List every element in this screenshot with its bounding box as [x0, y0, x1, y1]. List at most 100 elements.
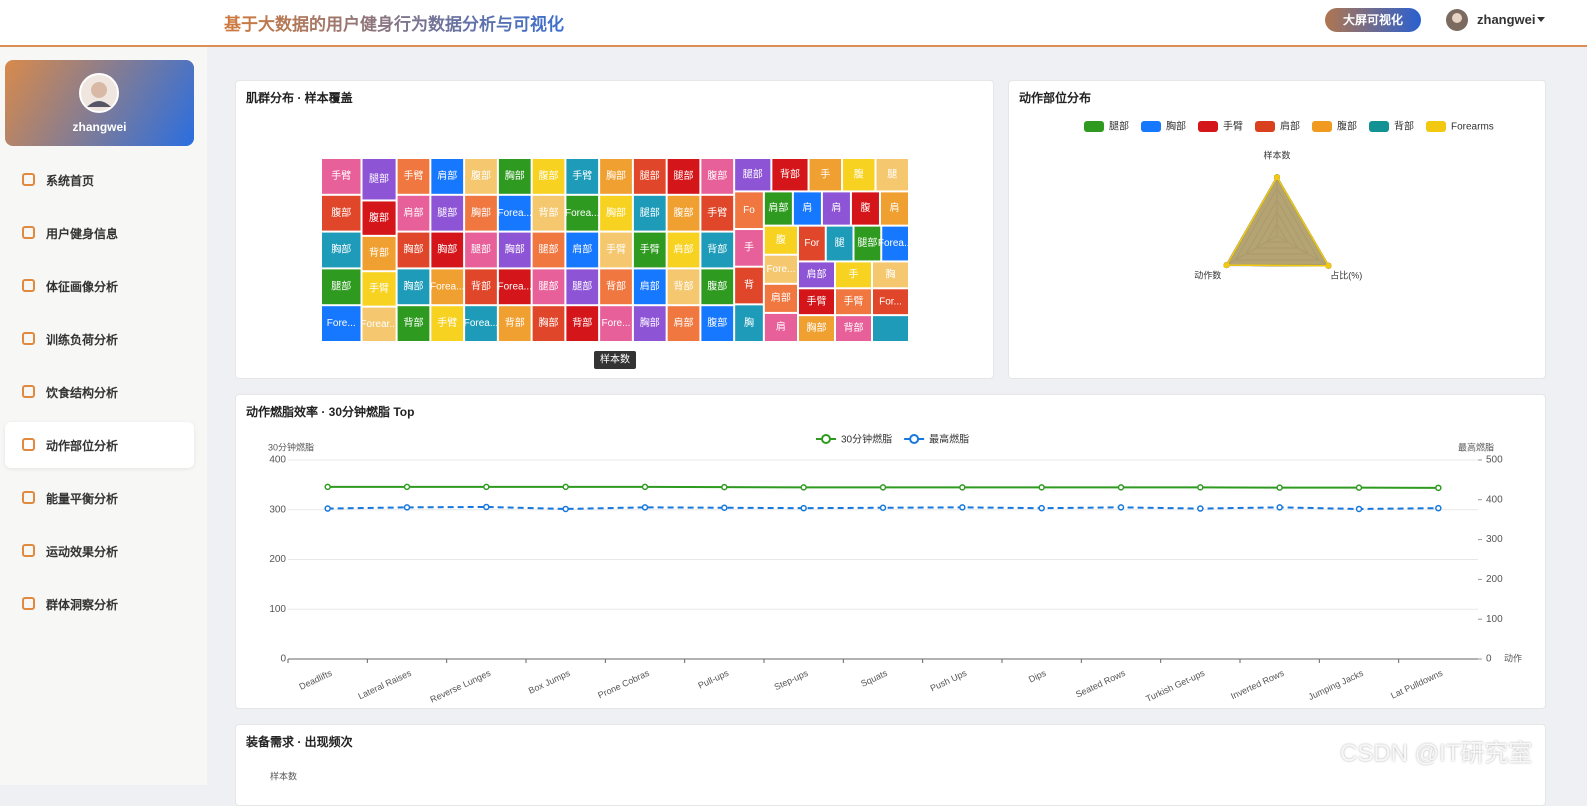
treemap-cell — [566, 159, 599, 194]
cell-label: Forea... — [565, 208, 599, 219]
cell-label: 手臂 — [369, 282, 389, 295]
cell-label: 手臂 — [806, 294, 826, 307]
menu-item[interactable]: 能量平衡分析 — [5, 475, 194, 521]
profile-card: zhangwei — [5, 60, 194, 146]
treemap-cell — [667, 195, 700, 231]
menu-item[interactable]: 用户健身信息 — [5, 210, 194, 256]
treemap-cell — [701, 232, 734, 268]
menu-icon — [22, 332, 35, 345]
y2-tick-label: 300 — [1486, 534, 1503, 545]
point — [1038, 504, 1045, 512]
menu-label: 体征画像分析 — [46, 280, 119, 294]
menu-item[interactable]: 饮食结构分析 — [5, 369, 194, 415]
treemap-cell — [431, 269, 464, 305]
menu-item[interactable]: 运动效果分析 — [5, 528, 194, 574]
menu-item[interactable]: 动作部位分析 — [5, 422, 194, 468]
treemap-cell — [835, 316, 871, 341]
cell-label: Fore... — [602, 318, 631, 329]
radar-grid — [1265, 222, 1289, 243]
x-tick-label: Reverse Lunges — [429, 668, 493, 705]
point — [324, 505, 331, 512]
cell-label: 腿部 — [640, 206, 660, 219]
treemap-cell — [600, 195, 632, 231]
big-screen-button[interactable]: 大屏可视化 — [1325, 8, 1421, 32]
point — [403, 504, 411, 511]
x-axis-name: 动作 — [1504, 652, 1522, 663]
treemap-cell — [872, 262, 908, 288]
cell-label: 腿部 — [743, 167, 763, 180]
point — [1197, 484, 1204, 491]
watermark: CSDN @IT研究室 — [1340, 740, 1533, 767]
menu-item[interactable]: 群体洞察分析 — [5, 581, 194, 627]
cell-label: 胸部 — [806, 321, 826, 334]
menu-label: 动作部位分析 — [46, 439, 119, 453]
treemap-cell — [532, 195, 565, 231]
treemap-cell — [566, 306, 599, 341]
treemap-cell — [667, 232, 700, 268]
cell-label: 手臂 — [606, 243, 626, 256]
menu-item[interactable]: 体征画像分析 — [5, 263, 194, 309]
treemap-cell — [667, 159, 700, 194]
legend-label: 胸部 — [1166, 120, 1186, 133]
point — [1435, 484, 1442, 492]
treemap-cell — [465, 159, 497, 194]
legend-marker — [821, 434, 831, 444]
cell-label: 手臂 — [331, 169, 351, 182]
cell-label: 胸部 — [640, 316, 660, 329]
point — [1038, 484, 1045, 491]
x-tick-label: Lateral Raises — [356, 668, 413, 702]
dropdown-caret[interactable] — [1536, 16, 1546, 24]
point — [1276, 484, 1283, 491]
treemap-cell — [431, 159, 464, 194]
point — [721, 504, 728, 512]
treemap-cell — [835, 262, 871, 288]
cell-label: 腹部 — [674, 206, 694, 219]
treemap-cell — [322, 195, 361, 231]
treemap-cell — [701, 159, 734, 194]
avatar[interactable] — [1444, 8, 1470, 34]
treemap-cell — [843, 159, 875, 191]
treemap-cell — [798, 289, 834, 315]
point — [641, 504, 649, 511]
indicator-label: 动作数 — [1194, 269, 1221, 280]
x-tick-label: Lat Pulldowns — [1389, 668, 1444, 701]
treemap-cell — [793, 192, 821, 225]
point — [1276, 504, 1283, 511]
cell-label: For — [804, 238, 820, 249]
tooltip-box — [594, 351, 636, 369]
menu-item[interactable]: 系统首页 — [5, 157, 194, 203]
cell-label: 腹 — [854, 167, 864, 180]
treemap-cell — [735, 192, 763, 229]
legend-swatch — [1198, 121, 1218, 132]
cell-label: 肩部 — [674, 316, 694, 329]
treemap-cell — [764, 226, 797, 254]
user-name[interactable]: zhangwei — [1477, 12, 1536, 27]
cell-label: 背部 — [843, 321, 863, 334]
radar-grid — [1255, 210, 1299, 249]
menu-item[interactable]: 训练负荷分析 — [5, 316, 194, 362]
treemap-cell — [880, 192, 908, 225]
cell-label: 腿部 — [471, 243, 491, 256]
treemap-cell — [633, 306, 666, 341]
treemap-cell — [701, 269, 734, 305]
cell-label: 背部 — [539, 206, 559, 219]
treemap-cell — [431, 195, 464, 231]
cell-label: 肩部 — [674, 243, 694, 256]
app-title: 基于大数据的用户健身行为数据分析与可视化 — [224, 10, 564, 35]
treemap-cell — [532, 269, 565, 305]
y-tick-label: 0 — [280, 654, 286, 665]
point — [562, 505, 569, 513]
treemap-cell — [735, 267, 763, 304]
radar-axis — [1276, 235, 1330, 267]
cell-label: 腹部 — [707, 279, 727, 292]
point — [324, 483, 331, 491]
chart-title: 动作部位分布 — [1019, 90, 1091, 105]
treemap-cell — [798, 316, 834, 341]
treemap-cell — [431, 232, 464, 268]
menu-icon — [22, 279, 35, 292]
cell-label: 腹部 — [707, 169, 727, 182]
menu-label: 运动效果分析 — [46, 545, 119, 559]
cell-label: 背部 — [606, 279, 626, 292]
treemap-cell — [362, 272, 396, 306]
